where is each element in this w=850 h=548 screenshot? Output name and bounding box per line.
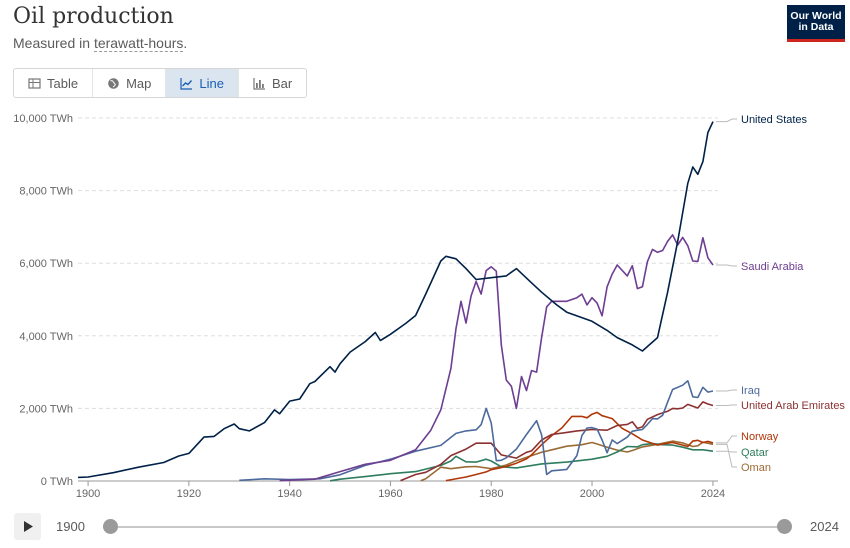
x-tick-label: 2024: [701, 488, 725, 500]
bar-chart-icon: [253, 77, 265, 90]
label-leader-line: [715, 450, 737, 453]
tab-bar[interactable]: Bar: [239, 69, 306, 97]
timeline-start-year: 1900: [56, 519, 85, 534]
x-tick-label: 1980: [479, 488, 503, 500]
series-label: Iraq: [741, 385, 760, 397]
series-label: United Arab Emirates: [741, 400, 845, 412]
label-leader-line: [715, 118, 737, 123]
series-line-united-states: [77, 121, 714, 479]
chart-title: Oil production: [13, 4, 174, 29]
y-tick-label: 2,000 TWh: [19, 403, 73, 415]
series-line-iraq: [239, 380, 714, 482]
x-tick-label: 1960: [378, 488, 402, 500]
tab-line[interactable]: Line: [166, 69, 239, 97]
tab-table[interactable]: Table: [14, 69, 94, 97]
tab-map[interactable]: Map: [93, 69, 167, 97]
timeline-end-year: 2024: [810, 519, 839, 534]
play-icon: [23, 521, 33, 532]
y-tick-label: 0 TWh: [41, 476, 73, 488]
series-label: Saudi Arabia: [741, 261, 804, 273]
y-tick-label: 10,000 TWh: [13, 113, 73, 125]
table-icon: [28, 77, 41, 89]
timeline: 1900 2024: [0, 510, 850, 544]
series-line-norway: [445, 411, 714, 482]
globe-icon: [108, 77, 119, 89]
series-label: Norway: [741, 431, 779, 443]
y-tick-label: 4,000 TWh: [19, 331, 73, 343]
unit-term-link[interactable]: terawatt-hours: [93, 35, 184, 52]
x-tick-label: 1920: [177, 488, 201, 500]
series-label: United States: [741, 114, 808, 126]
series-line-qatar: [329, 442, 714, 482]
line-chart: 0 TWh 2,000 TWh 4,000 TWh 6,000 TWh 8,000 TW…: [13, 113, 845, 500]
series-label: Oman: [741, 462, 771, 474]
label-leader-line: [715, 389, 737, 392]
view-tabs: Table Map Line Bar: [13, 68, 308, 98]
label-leader-line: [715, 435, 737, 444]
owid-logo[interactable]: Our World in Data: [787, 5, 845, 42]
series-label: Qatar: [741, 447, 769, 459]
line-chart-icon: [180, 77, 193, 90]
x-tick-label: 1940: [277, 488, 301, 500]
play-button[interactable]: [14, 513, 41, 540]
timeline-track[interactable]: [110, 526, 785, 528]
series-line-united-arab-emirates: [400, 401, 714, 482]
y-tick-label: 8,000 TWh: [19, 186, 73, 198]
timeline-start-handle[interactable]: [103, 519, 118, 534]
x-tick-label: 1900: [76, 488, 100, 500]
y-tick-label: 6,000 TWh: [19, 258, 73, 270]
label-leader-line: [715, 443, 737, 468]
timeline-end-handle[interactable]: [777, 519, 792, 534]
series-line-oman: [420, 440, 714, 482]
label-leader-line: [715, 264, 737, 267]
x-tick-label: 2000: [580, 488, 604, 500]
chart-subtitle: Measured in terawatt-hours.: [13, 35, 188, 52]
